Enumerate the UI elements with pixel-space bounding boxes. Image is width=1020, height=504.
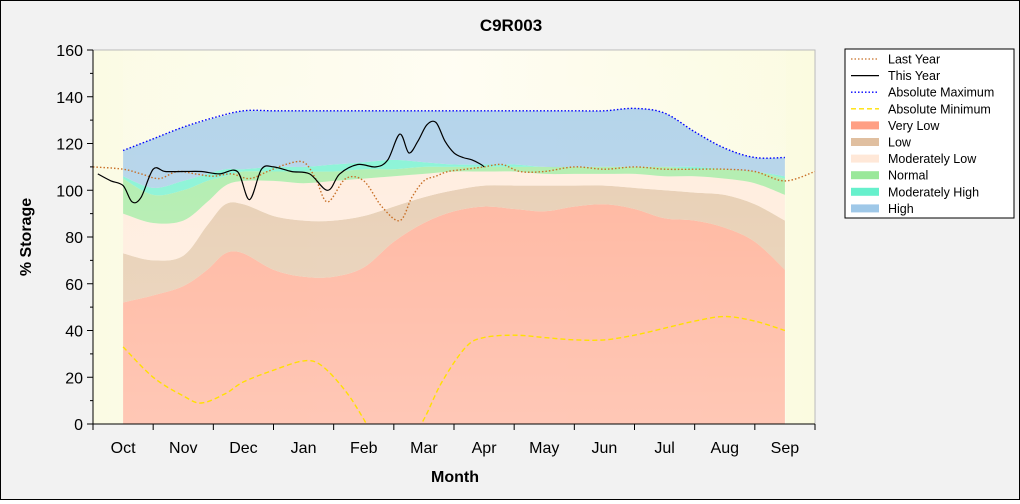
legend-swatch-moderately-low <box>851 154 879 163</box>
band-fade-overlay <box>123 50 786 424</box>
legend-label-absolute-maximum: Absolute Maximum <box>888 86 994 100</box>
legend-label-very-low: Very Low <box>888 119 940 133</box>
legend-swatch-normal <box>851 171 879 180</box>
y-tick-label: 0 <box>74 417 83 434</box>
series-absolute-minimum <box>122 315 786 424</box>
y-tick-label: 40 <box>65 324 83 341</box>
legend-swatch-low <box>851 138 879 146</box>
x-tick-label-apr: Apr <box>472 440 498 457</box>
x-tick-label-jan: Jan <box>291 440 317 457</box>
chart-title: C9R003 <box>480 16 542 35</box>
series-last-year <box>93 160 815 222</box>
y-tick-label: 120 <box>56 137 83 154</box>
legend-label-last-year: Last Year <box>888 53 940 67</box>
y-ticks: 0 20 40 60 80 100 120 140 160 <box>56 43 93 434</box>
legend-label-high: High <box>888 202 914 216</box>
legend-label-low: Low <box>888 136 912 150</box>
legend: Last Year This Year Absolute Maximum Absolu… <box>844 48 1015 219</box>
x-ticks: Oct Nov Dec Jan Feb Mar Apr May Jun Jul Aug Sep <box>92 424 816 457</box>
y-axis-label: % Storage <box>18 198 35 276</box>
series-this-year <box>97 120 485 204</box>
x-tick-label-dec: Dec <box>229 440 257 457</box>
legend-label-absolute-minimum: Absolute Minimum <box>888 102 991 116</box>
x-tick-label-may: May <box>529 440 559 457</box>
x-tick-label-aug: Aug <box>711 440 739 457</box>
x-tick-label-sep: Sep <box>771 440 800 457</box>
y-tick-label: 80 <box>65 230 83 247</box>
x-tick-label-mar: Mar <box>410 440 438 457</box>
legend-label-normal: Normal <box>888 169 928 183</box>
x-tick-label-oct: Oct <box>111 440 136 457</box>
legend-label-this-year: This Year <box>888 69 940 83</box>
y-tick-label: 60 <box>65 277 83 294</box>
x-axis-label: Month <box>431 469 479 486</box>
y-tick-label: 20 <box>65 370 83 387</box>
y-tick-label: 100 <box>56 183 83 200</box>
x-tick-label-jul: Jul <box>654 440 674 457</box>
series-absolute-maximum <box>122 107 785 159</box>
legend-label-moderately-low: Moderately Low <box>888 152 977 166</box>
legend-label-moderately-high: Moderately High <box>888 185 979 199</box>
legend-swatch-moderately-high <box>851 187 879 196</box>
y-tick-label: 140 <box>56 90 83 107</box>
legend-swatch-high <box>851 204 879 213</box>
y-tick-label: 160 <box>56 43 83 60</box>
x-tick-label-nov: Nov <box>169 440 197 457</box>
x-tick-label-feb: Feb <box>350 440 378 457</box>
legend-swatch-very-low <box>851 121 879 130</box>
legend-box <box>844 48 1015 219</box>
series-lines <box>93 107 815 424</box>
x-tick-label-jun: Jun <box>592 440 618 457</box>
